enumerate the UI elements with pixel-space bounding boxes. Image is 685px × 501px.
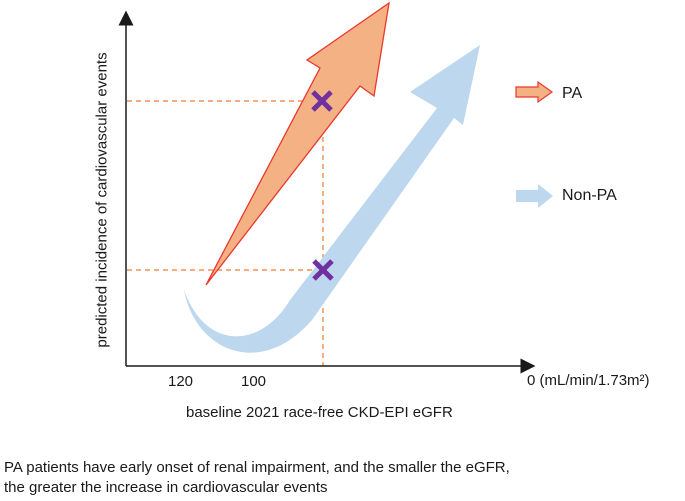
x-tick-100: 100 (241, 373, 267, 390)
x-tick-120: 120 (168, 373, 194, 390)
non-pa-curve-arrow (184, 45, 480, 353)
caption-line-2: the greater the increase in cardiovascul… (4, 479, 328, 496)
legend-pa-label: PA (562, 85, 583, 102)
pa-marker-x (311, 90, 333, 112)
x-axis-title: baseline 2021 race-free CKD-EPI eGFR (186, 404, 453, 421)
pa-arrow (205, 1, 390, 286)
legend-pa-arrow-icon (515, 80, 554, 104)
non-pa-marker-x (312, 259, 334, 281)
figure-caption: PA patients have early onset of renal im… (4, 458, 684, 498)
legend-non-pa-arrow-icon (516, 184, 553, 208)
caption-line-1: PA patients have early onset of renal im… (4, 459, 510, 476)
y-axis-title: predicted incidence of cardiovascular ev… (93, 52, 111, 348)
legend-non-pa-label: Non-PA (562, 187, 617, 204)
x-tick-0-unit: 0 (mL/min/1.73m²) (527, 372, 650, 389)
